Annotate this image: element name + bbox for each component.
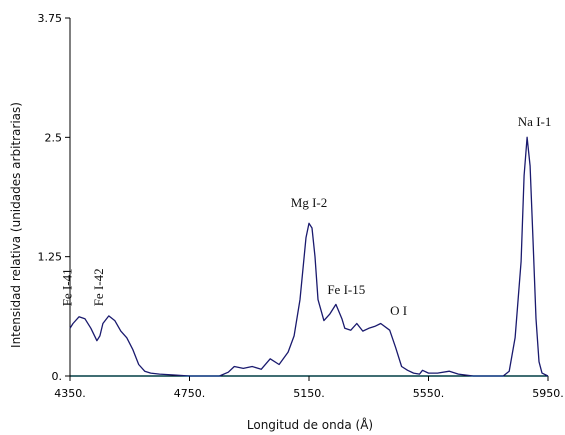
x-tick-label: 5150.	[293, 387, 325, 400]
y-tick-label: 1.25	[38, 251, 63, 264]
y-axis-title: Intensidad relativa (unidades arbitraria…	[9, 102, 23, 348]
peak-label: Fe I-15	[327, 282, 365, 297]
y-tick-label: 3.75	[38, 12, 63, 25]
y-tick-label: 2.5	[45, 131, 63, 144]
peak-label: Na I-1	[518, 114, 552, 129]
spectrum-line	[69, 136, 549, 377]
peak-label: Fe I-41	[60, 268, 75, 306]
x-axis-title: Longitud de onda (Å)	[247, 417, 373, 432]
x-tick-label: 4750.	[174, 387, 206, 400]
x-tick-label: 5950.	[532, 387, 564, 400]
x-tick-label: 4350.	[54, 387, 86, 400]
peak-label: Mg I-2	[291, 195, 327, 210]
peak-label: Fe I-42	[91, 268, 106, 306]
x-tick-label: 5550.	[413, 387, 445, 400]
y-tick-label: 0.	[52, 370, 63, 383]
peak-label: O I	[390, 303, 407, 318]
